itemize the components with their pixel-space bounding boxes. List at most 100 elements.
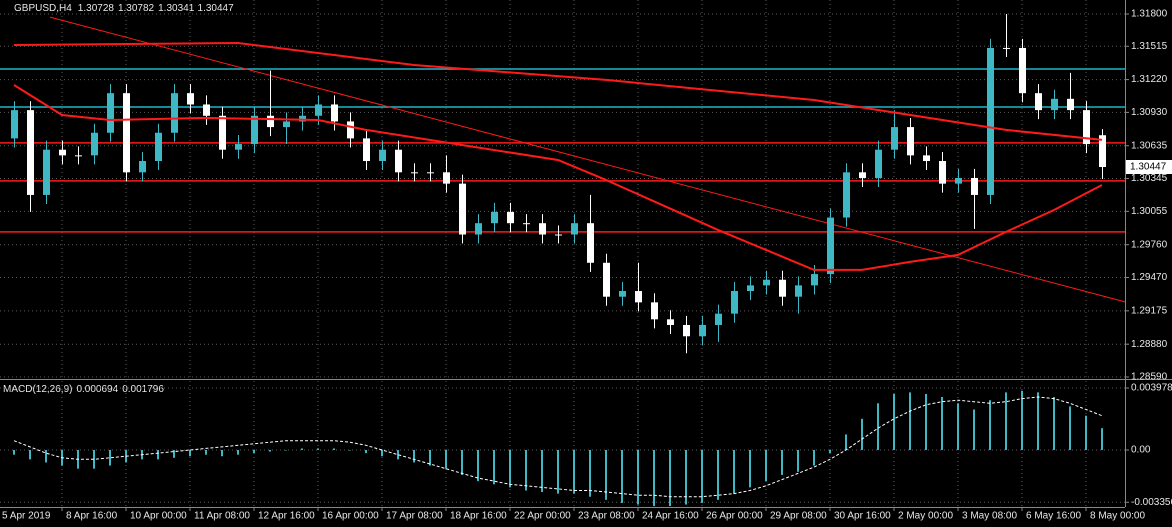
macd-bar [317, 448, 319, 450]
trend-line [49, 16, 1126, 303]
macd-bar [429, 449, 431, 466]
y-tick-label: 1.31800 [1131, 9, 1168, 20]
x-tick-label: 30 Apr 16:00 [834, 511, 891, 522]
macd-bar [845, 434, 847, 450]
candle-body [811, 274, 818, 286]
x-tick-label: 16 Apr 00:00 [322, 511, 379, 522]
x-tick-label: 2 May 00:00 [898, 511, 953, 522]
candle-body [859, 172, 866, 178]
candle-body [219, 115, 226, 150]
y-tick-label: 1.28590 [1131, 372, 1168, 383]
macd-bar [541, 449, 543, 493]
candle-body [203, 104, 210, 116]
macd-bar [1053, 397, 1055, 450]
candle-body [715, 313, 722, 325]
candle-body [475, 223, 482, 235]
candle-body [779, 279, 786, 297]
candle-body [1051, 98, 1058, 111]
macd-bar [509, 449, 511, 488]
y-tick-label: 1.28880 [1131, 339, 1168, 350]
candle-body [1099, 135, 1106, 168]
macd-bar [781, 449, 783, 475]
macd-bar [445, 449, 447, 469]
macd-bar [29, 449, 31, 460]
macd-bar [349, 449, 351, 451]
macd-bar [957, 403, 959, 450]
macd-bar [109, 449, 111, 466]
chart-header: GBPUSD,H4 1.30728 1.30782 1.30341 1.30447 [14, 3, 234, 14]
macd-bar [973, 409, 975, 450]
macd-bar [941, 397, 943, 450]
candle-body [331, 104, 338, 122]
candle-body [907, 127, 914, 156]
candle-body [299, 115, 306, 122]
header-close: 1.30447 [198, 3, 235, 14]
moving-average [13, 84, 1103, 271]
x-tick-label: 8 May 00:00 [1090, 511, 1145, 522]
macd-bar [301, 448, 303, 450]
candle-body [139, 161, 146, 173]
candle-body [747, 285, 754, 292]
macd-bar [93, 449, 95, 469]
candle-body [75, 155, 82, 157]
y-tick-label: 0.003978 [1131, 383, 1172, 394]
x-tick-label: 11 Apr 08:00 [194, 511, 250, 522]
y-tick-label: 1.31515 [1131, 41, 1168, 52]
current-price-box [1126, 160, 1172, 175]
candle-body [379, 149, 386, 162]
candle-body [27, 110, 34, 195]
macd-bar [525, 449, 527, 491]
candle-body [347, 121, 354, 139]
candle-body [891, 127, 898, 150]
x-tick-label: 10 Apr 00:00 [130, 511, 187, 522]
candle-body [91, 132, 98, 156]
y-tick-label: 1.31220 [1131, 74, 1168, 85]
candle-body [507, 211, 514, 224]
x-tick-label: 18 Apr 16:00 [450, 511, 507, 522]
macd-bar [221, 449, 223, 457]
x-tick-label: 17 Apr 08:00 [386, 511, 443, 522]
candle-body [59, 149, 66, 156]
macd-bar [333, 448, 335, 450]
macd-bar [813, 449, 815, 466]
x-tick-label: 6 May 16:00 [1026, 511, 1081, 522]
macd-bar [1037, 392, 1039, 450]
candle-body [1083, 110, 1090, 145]
candle-body [619, 291, 626, 297]
symbol: GBPUSD,H4 [14, 3, 72, 14]
macd-bar [1069, 406, 1071, 450]
candle-body [827, 217, 834, 275]
macd-bar [13, 449, 15, 455]
y-tick-label: 1.29760 [1131, 239, 1168, 250]
macd-bar [461, 449, 463, 475]
candle-body [1067, 98, 1074, 111]
candle-body [155, 132, 162, 162]
macd-bar [557, 449, 559, 494]
macd-bar [1101, 428, 1103, 450]
candle-body [523, 223, 530, 225]
candle-body [363, 138, 370, 162]
candle-body [459, 183, 466, 235]
x-tick-label: 24 Apr 16:00 [642, 511, 699, 522]
candle-body [1003, 47, 1010, 49]
candle-body [171, 93, 178, 133]
candle-body [635, 291, 642, 303]
candle-body [923, 155, 930, 162]
macd-bar [637, 449, 639, 505]
candle-body [651, 302, 658, 320]
macd-bar [989, 400, 991, 450]
macd-header: MACD(12,26,9) 0.000694 0.001796 [3, 384, 164, 395]
candle-body [571, 223, 578, 235]
header-open: 1.30728 [78, 3, 115, 14]
y-tick-label: 1.30635 [1131, 140, 1168, 151]
macd-bar [1021, 390, 1023, 450]
macd-bar [397, 449, 399, 460]
macd-bar [909, 392, 911, 450]
candle-body [1035, 93, 1042, 111]
macd-bar [381, 449, 383, 457]
macd-bar [269, 449, 271, 452]
macd-bar [765, 449, 767, 482]
macd-bar [797, 449, 799, 472]
candle-body [667, 319, 674, 325]
